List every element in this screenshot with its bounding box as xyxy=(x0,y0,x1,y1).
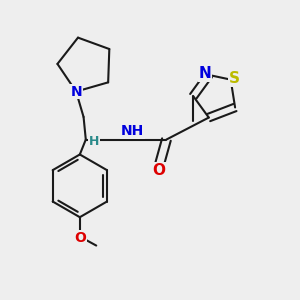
Text: H: H xyxy=(89,135,99,148)
Text: O: O xyxy=(152,163,165,178)
Text: N: N xyxy=(70,85,82,99)
Text: N: N xyxy=(199,66,211,81)
Text: NH: NH xyxy=(121,124,144,138)
Text: O: O xyxy=(74,231,86,245)
Text: S: S xyxy=(229,70,240,86)
